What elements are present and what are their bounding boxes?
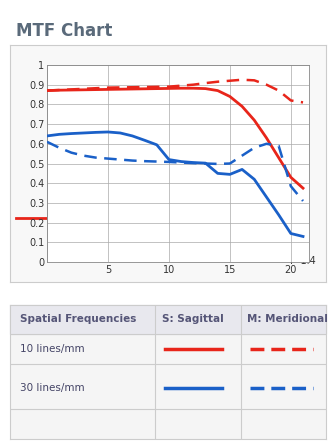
Text: S30: S30 bbox=[209, 213, 227, 223]
Text: 30 lines/mm: 30 lines/mm bbox=[19, 383, 84, 393]
Text: f=1.4: f=1.4 bbox=[290, 256, 317, 266]
Text: S: Sagittal: S: Sagittal bbox=[162, 314, 223, 324]
Bar bbox=[10, 305, 326, 334]
Text: M: Meridional: M: Meridional bbox=[247, 314, 328, 324]
Text: 10 lines/mm: 10 lines/mm bbox=[19, 344, 84, 354]
Text: M10: M10 bbox=[130, 213, 151, 223]
Text: S10: S10 bbox=[51, 213, 70, 223]
Text: Spatial Frequencies: Spatial Frequencies bbox=[19, 314, 136, 324]
Text: M30: M30 bbox=[288, 213, 309, 223]
Text: MTF Chart: MTF Chart bbox=[16, 22, 113, 40]
